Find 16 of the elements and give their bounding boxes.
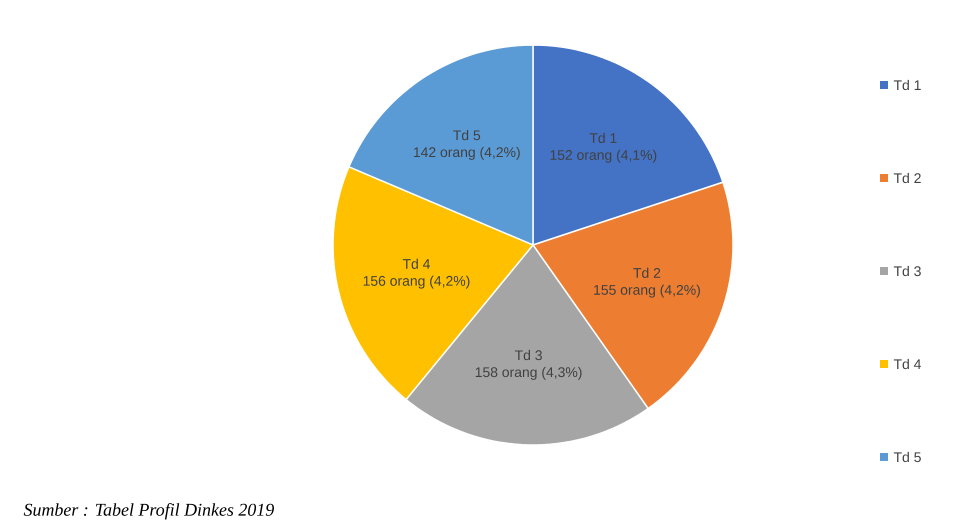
data-label: 152 orang (4,1%) bbox=[550, 150, 656, 163]
slice-label: Td 4 bbox=[402, 258, 430, 269]
legend-label: Td 5 bbox=[894, 452, 921, 462]
legend-label: Td 3 bbox=[894, 266, 921, 276]
slice-label: Td 1 bbox=[590, 132, 617, 143]
data-label: 155 orang (4,2%) bbox=[594, 284, 700, 298]
legend-label: Td 2 bbox=[894, 172, 921, 184]
slice-label: Td 2 bbox=[633, 268, 660, 278]
slice-label: Td 5 bbox=[453, 130, 480, 140]
data-label: 142 orang (4,2%) bbox=[414, 146, 520, 160]
legend-label: Td 1 bbox=[894, 80, 921, 90]
data-label: 158 orang (4,3%) bbox=[476, 366, 582, 380]
text: Sumber : Tabel Profil Dinkes 2019 bbox=[24, 503, 274, 520]
legend-label: Td 4 bbox=[894, 358, 922, 370]
data-label: 156 orang (4,2%) bbox=[364, 276, 470, 289]
slice-label: Td 3 bbox=[514, 350, 542, 360]
